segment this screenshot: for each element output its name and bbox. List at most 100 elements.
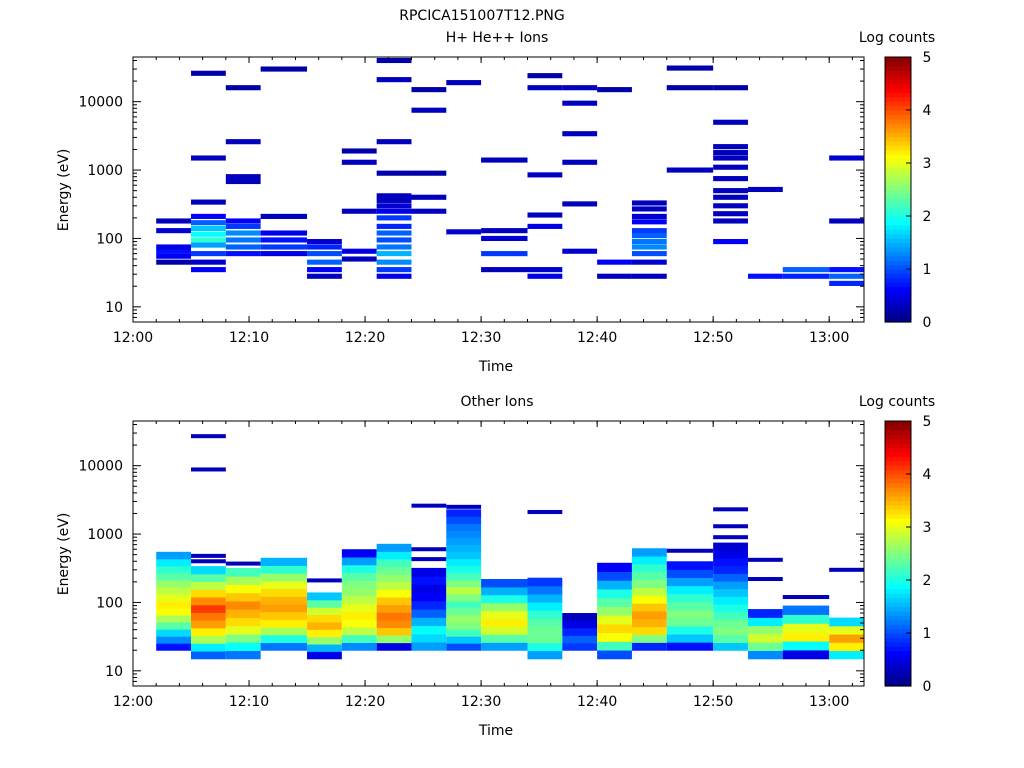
heatmap-cell [307, 239, 342, 245]
axes: 12:00 12:10 12:20 12:30 12:40 12:50 13:00 10 100… [78, 57, 864, 346]
heatmap-cell [376, 197, 412, 203]
x-tick-label: 12:00 [113, 330, 153, 346]
colorbar-segment [885, 504, 911, 510]
heatmap-cell [307, 651, 342, 660]
heatmap-cell [527, 593, 563, 603]
heatmap-cell [191, 220, 226, 226]
colorbar-segment [885, 650, 911, 656]
heatmap-cell [481, 610, 528, 620]
heatmap-cell [597, 597, 632, 607]
heatmap-cell [666, 634, 714, 643]
panel-title: H+ He++ Ions [446, 30, 549, 46]
heatmap-cell [307, 251, 342, 257]
heatmap-cell [376, 627, 412, 636]
plot-frame [132, 420, 865, 687]
heatmap-cell [782, 614, 830, 624]
heatmap-cell [713, 211, 748, 217]
heatmap-cell [191, 573, 226, 583]
heatmap-cell [481, 642, 528, 651]
heatmap-cell [307, 614, 342, 623]
panel-h-he-ions: H+ He++ Ions Energy (eV) Time Log counts… [56, 30, 935, 375]
heatmap-cell [191, 434, 226, 439]
heatmap-cell [481, 228, 528, 234]
heatmap-cell [631, 634, 667, 643]
colorbar-label: Log counts [859, 394, 935, 410]
colorbar-segment [885, 443, 911, 449]
heatmap-cell [562, 85, 598, 91]
heatmap-cell [341, 248, 377, 254]
x-tick-label: 12:20 [345, 330, 385, 346]
heatmap-cell [713, 218, 748, 224]
colorbar-segment [885, 668, 911, 674]
heatmap-cell [225, 174, 261, 180]
colorbar-segment [885, 246, 911, 252]
heatmap-cell [747, 642, 783, 652]
colorbar-segment [885, 282, 911, 288]
heatmap-cell [527, 626, 563, 635]
colorbar-segment [885, 79, 911, 85]
heatmap-cell [307, 259, 342, 265]
heatmap-cell [341, 611, 377, 620]
heatmap-cell [631, 251, 667, 257]
heatmap-cell [411, 584, 447, 594]
colorbar-segment [885, 229, 911, 235]
heatmap-cell [260, 619, 308, 628]
heatmap-cell [446, 593, 482, 602]
heatmap-cell [376, 230, 412, 236]
heatmap-cell [631, 219, 667, 225]
colorbar-segment [885, 92, 911, 98]
colorbar-tick-label: 0 [923, 315, 932, 331]
heatmap-cell [713, 119, 748, 125]
heatmap-cell [562, 201, 598, 207]
heatmap-cell [376, 77, 412, 83]
colorbar-segment [885, 633, 911, 639]
heatmap-cell [666, 593, 714, 603]
heatmap-cell [225, 251, 261, 257]
heatmap-cell [156, 636, 192, 644]
heatmap-cell [631, 603, 667, 612]
heatmap-cell [260, 573, 308, 582]
heatmap-cell [446, 229, 482, 235]
heatmap-cell [191, 259, 226, 265]
heatmap-cell [597, 259, 632, 265]
heatmap-cell [376, 57, 412, 64]
heatmap-cell [747, 557, 783, 562]
heatmap-cell [446, 600, 482, 609]
colorbar-segment [885, 224, 911, 230]
colorbar-segment [885, 193, 911, 199]
heatmap-cell [747, 617, 783, 627]
heatmap-cell [225, 223, 261, 229]
heatmap-cell [747, 273, 783, 279]
heatmap-cell [666, 569, 714, 578]
heatmap-cell [829, 625, 864, 635]
heatmap-cell [191, 643, 226, 652]
heatmap-cell [376, 237, 412, 243]
heatmap-cell [191, 566, 226, 575]
heatmap-cell [341, 588, 377, 597]
colorbar-segment [885, 637, 911, 643]
heatmap-cell [260, 580, 308, 590]
colorbar-segment [885, 242, 911, 248]
heatmap-cell [527, 267, 563, 273]
heatmap-cell [156, 643, 192, 651]
heatmap-cell [191, 581, 226, 590]
heatmap-cell [446, 537, 482, 546]
heatmap-cell [666, 65, 714, 71]
heatmap-cell [747, 625, 783, 635]
heatmap-cell [341, 619, 377, 628]
heatmap-cell [376, 597, 412, 606]
heatmap-cell [562, 100, 598, 106]
heatmap-cell [713, 524, 748, 529]
heatmap-cell [260, 557, 308, 566]
colorbar-segment [885, 61, 911, 67]
heatmap-cell [631, 233, 667, 239]
colorbar-segment [885, 295, 911, 301]
heatmap-cell [225, 237, 261, 243]
heatmap-cell [191, 604, 226, 613]
heatmap-cell [631, 228, 667, 234]
heatmap-cell [527, 212, 563, 218]
heatmap-cell [156, 244, 192, 250]
heatmap-cell [341, 564, 377, 574]
heatmap-cell [597, 641, 632, 651]
